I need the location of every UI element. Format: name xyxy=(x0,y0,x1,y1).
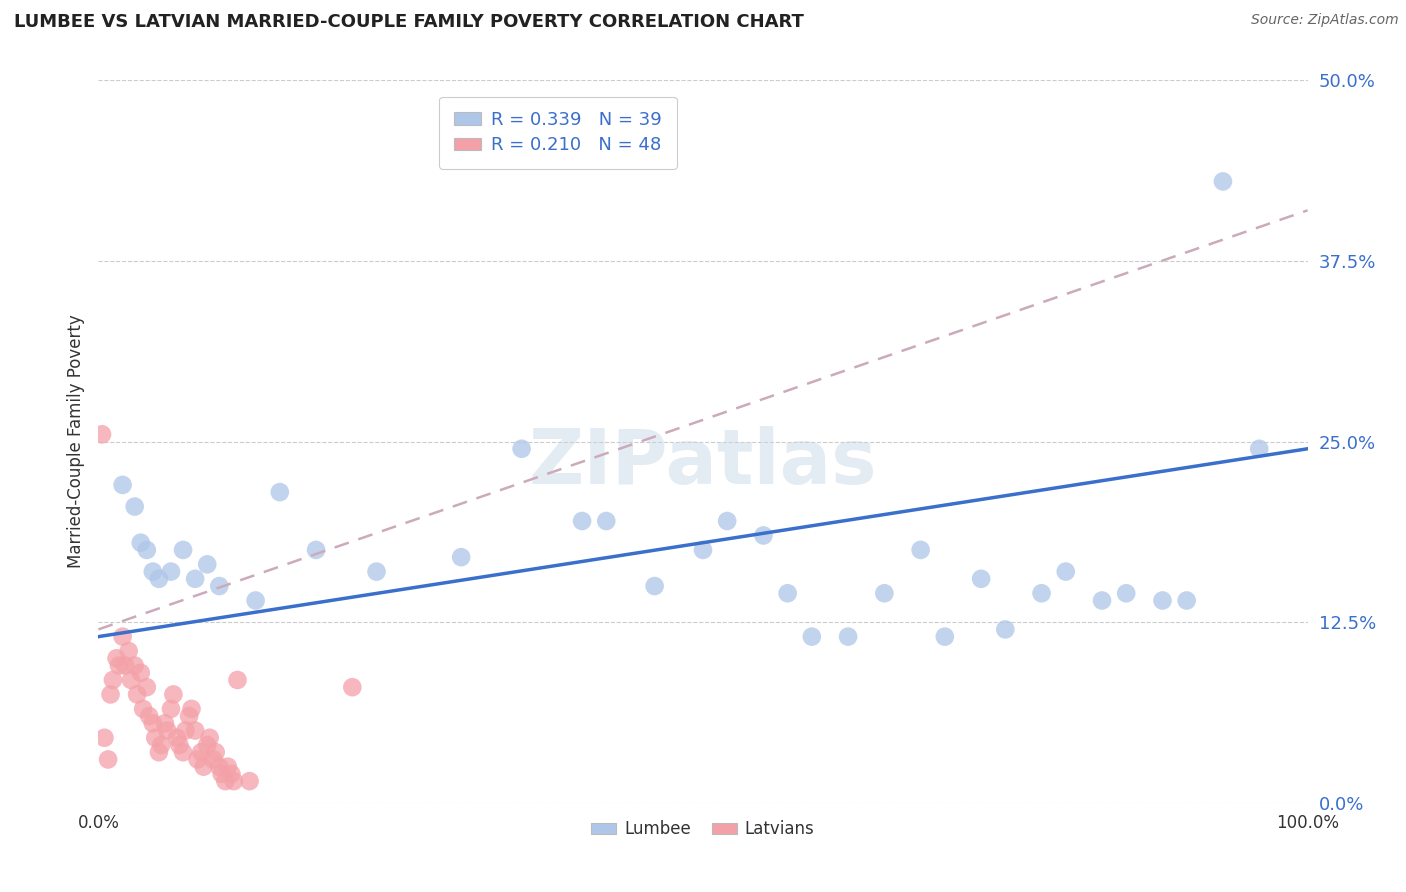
Point xyxy=(1031,586,1053,600)
Point xyxy=(142,565,165,579)
Point xyxy=(221,767,243,781)
Point xyxy=(160,565,183,579)
Point xyxy=(156,723,179,738)
Point xyxy=(180,702,202,716)
Point xyxy=(169,738,191,752)
Point xyxy=(910,542,932,557)
Point xyxy=(143,731,166,745)
Point xyxy=(211,767,233,781)
Point xyxy=(184,723,207,738)
Point xyxy=(108,658,131,673)
Text: ZIPatlas: ZIPatlas xyxy=(529,426,877,500)
Point xyxy=(184,572,207,586)
Point xyxy=(1152,593,1174,607)
Point xyxy=(269,485,291,500)
Point xyxy=(1249,442,1271,456)
Point xyxy=(93,731,115,745)
Point xyxy=(510,442,533,456)
Point xyxy=(135,680,157,694)
Point xyxy=(97,752,120,766)
Point xyxy=(111,478,134,492)
Point xyxy=(101,673,124,687)
Point xyxy=(692,542,714,557)
Text: Source: ZipAtlas.com: Source: ZipAtlas.com xyxy=(1251,13,1399,28)
Point xyxy=(202,752,225,766)
Point xyxy=(138,709,160,723)
Point xyxy=(150,738,173,752)
Point xyxy=(1175,593,1198,607)
Point xyxy=(120,673,142,687)
Point xyxy=(118,644,141,658)
Legend: Lumbee, Latvians: Lumbee, Latvians xyxy=(585,814,821,845)
Point xyxy=(129,535,152,549)
Point xyxy=(226,673,249,687)
Point xyxy=(172,542,194,557)
Point xyxy=(198,731,221,745)
Point xyxy=(124,500,146,514)
Y-axis label: Married-Couple Family Poverty: Married-Couple Family Poverty xyxy=(66,315,84,568)
Point xyxy=(800,630,823,644)
Point xyxy=(873,586,896,600)
Point xyxy=(195,558,218,572)
Point xyxy=(934,630,956,644)
Point xyxy=(129,665,152,680)
Point xyxy=(595,514,617,528)
Point xyxy=(162,687,184,701)
Point xyxy=(153,716,176,731)
Point xyxy=(222,774,245,789)
Point xyxy=(127,687,149,701)
Point xyxy=(366,565,388,579)
Point xyxy=(716,514,738,528)
Point xyxy=(571,514,593,528)
Point xyxy=(342,680,364,694)
Point xyxy=(776,586,799,600)
Point xyxy=(208,579,231,593)
Point xyxy=(1212,174,1234,188)
Text: LUMBEE VS LATVIAN MARRIED-COUPLE FAMILY POVERTY CORRELATION CHART: LUMBEE VS LATVIAN MARRIED-COUPLE FAMILY … xyxy=(14,13,804,31)
Point xyxy=(166,731,188,745)
Point xyxy=(174,723,197,738)
Point xyxy=(187,752,209,766)
Point xyxy=(132,702,155,716)
Point xyxy=(1091,593,1114,607)
Point xyxy=(179,709,201,723)
Point xyxy=(100,687,122,701)
Point xyxy=(644,579,666,593)
Point xyxy=(114,658,136,673)
Point xyxy=(204,745,226,759)
Point xyxy=(148,745,170,759)
Point xyxy=(837,630,859,644)
Point xyxy=(208,760,231,774)
Point xyxy=(239,774,262,789)
Point xyxy=(1115,586,1137,600)
Point xyxy=(217,760,239,774)
Point xyxy=(190,745,212,759)
Point xyxy=(160,702,183,716)
Point xyxy=(91,427,114,442)
Point xyxy=(245,593,267,607)
Point xyxy=(193,760,215,774)
Point xyxy=(135,542,157,557)
Point xyxy=(172,745,194,759)
Point xyxy=(450,550,472,565)
Point xyxy=(752,528,775,542)
Point xyxy=(1054,565,1077,579)
Point xyxy=(148,572,170,586)
Point xyxy=(214,774,236,789)
Point xyxy=(124,658,146,673)
Point xyxy=(305,542,328,557)
Point xyxy=(970,572,993,586)
Point xyxy=(105,651,128,665)
Point xyxy=(195,738,218,752)
Point xyxy=(994,623,1017,637)
Point xyxy=(111,630,134,644)
Point xyxy=(142,716,165,731)
